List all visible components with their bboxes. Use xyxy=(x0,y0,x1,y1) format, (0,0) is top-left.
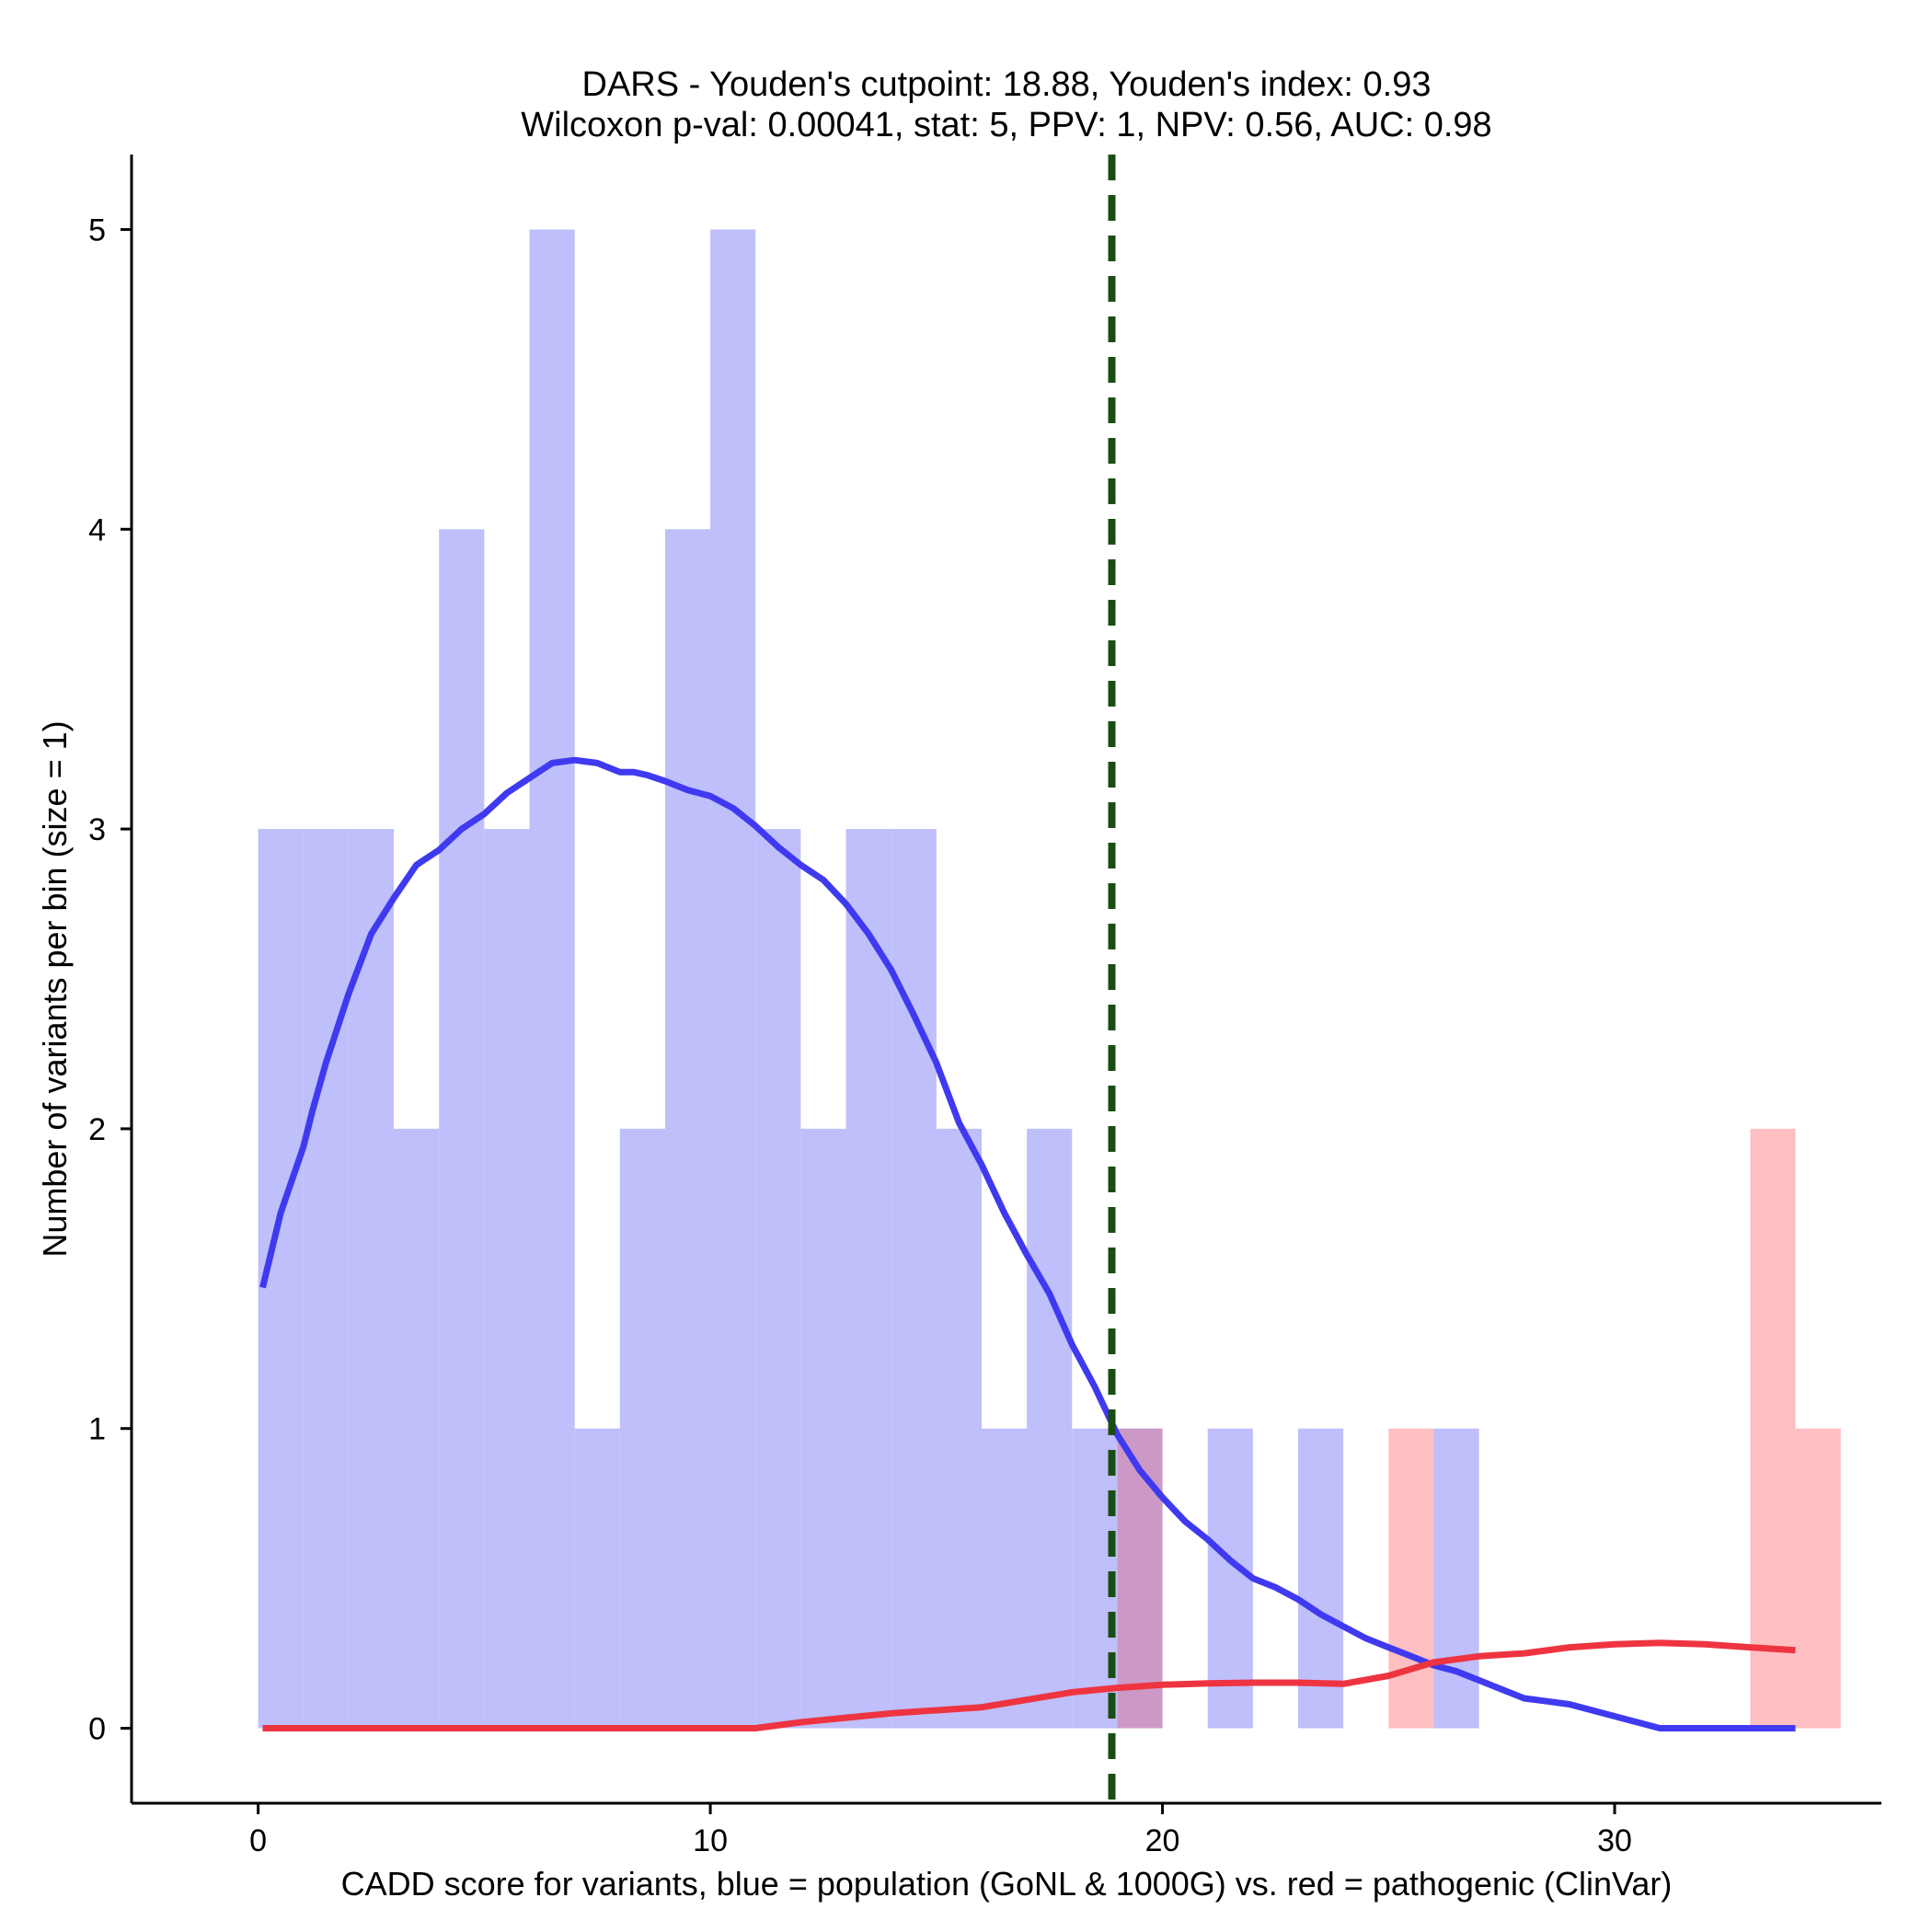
population-bar xyxy=(484,829,530,1729)
chart-title-line-2: Wilcoxon p-val: 0.00041, stat: 5, PPV: 1… xyxy=(521,106,1491,144)
population-bar xyxy=(891,829,937,1729)
population-bar xyxy=(664,529,711,1729)
population-bar xyxy=(800,1128,846,1729)
population-bar xyxy=(755,829,801,1729)
population-bar xyxy=(710,229,756,1729)
pathogenic-bar xyxy=(1388,1428,1434,1729)
population-bar xyxy=(981,1428,1028,1729)
population-bar xyxy=(619,1128,665,1729)
population-bar xyxy=(348,829,395,1729)
population-bar xyxy=(529,229,575,1729)
y-tick-label: 0 xyxy=(88,1712,106,1747)
population-density-line xyxy=(259,756,1796,1731)
pathogenic-bar xyxy=(1750,1128,1796,1729)
x-tick-label: 10 xyxy=(693,1823,728,1858)
chart-title-line-1: DARS - Youden's cutpoint: 18.88, Youden'… xyxy=(582,65,1432,104)
x-tick-label: 0 xyxy=(249,1823,267,1858)
axes-layer xyxy=(130,155,1881,1805)
population-bar xyxy=(1117,1428,1163,1729)
population-bar xyxy=(439,529,485,1729)
pathogenic-density-line xyxy=(262,1639,1796,1731)
population-bar xyxy=(1207,1428,1253,1729)
bars-layer xyxy=(258,229,1841,1729)
population-bar xyxy=(1298,1428,1344,1729)
y-axis-title: Number of variants per bin (size = 1) xyxy=(36,720,74,1257)
population-bar xyxy=(574,1428,620,1729)
x-tick-label: 20 xyxy=(1145,1823,1180,1858)
x-tick-label: 30 xyxy=(1597,1823,1632,1858)
population-bar xyxy=(1433,1428,1479,1729)
density-layer xyxy=(259,756,1796,1731)
population-bar xyxy=(936,1128,982,1729)
population-bar xyxy=(394,1128,440,1729)
y-tick-label: 2 xyxy=(88,1112,106,1147)
y-tick-label: 4 xyxy=(88,512,106,547)
population-bar xyxy=(1027,1128,1073,1729)
y-tick-label: 3 xyxy=(88,812,106,847)
population-bar xyxy=(845,829,891,1729)
population-bar xyxy=(303,829,349,1729)
pathogenic-bar xyxy=(1795,1428,1841,1729)
y-tick-label: 1 xyxy=(88,1412,106,1447)
ticks-layer: 0 10 20 30 0 1 2 3 4 5 xyxy=(88,213,1632,1858)
x-axis-title: CADD score for variants, blue = populati… xyxy=(341,1865,1673,1903)
y-tick-label: 5 xyxy=(88,213,106,247)
